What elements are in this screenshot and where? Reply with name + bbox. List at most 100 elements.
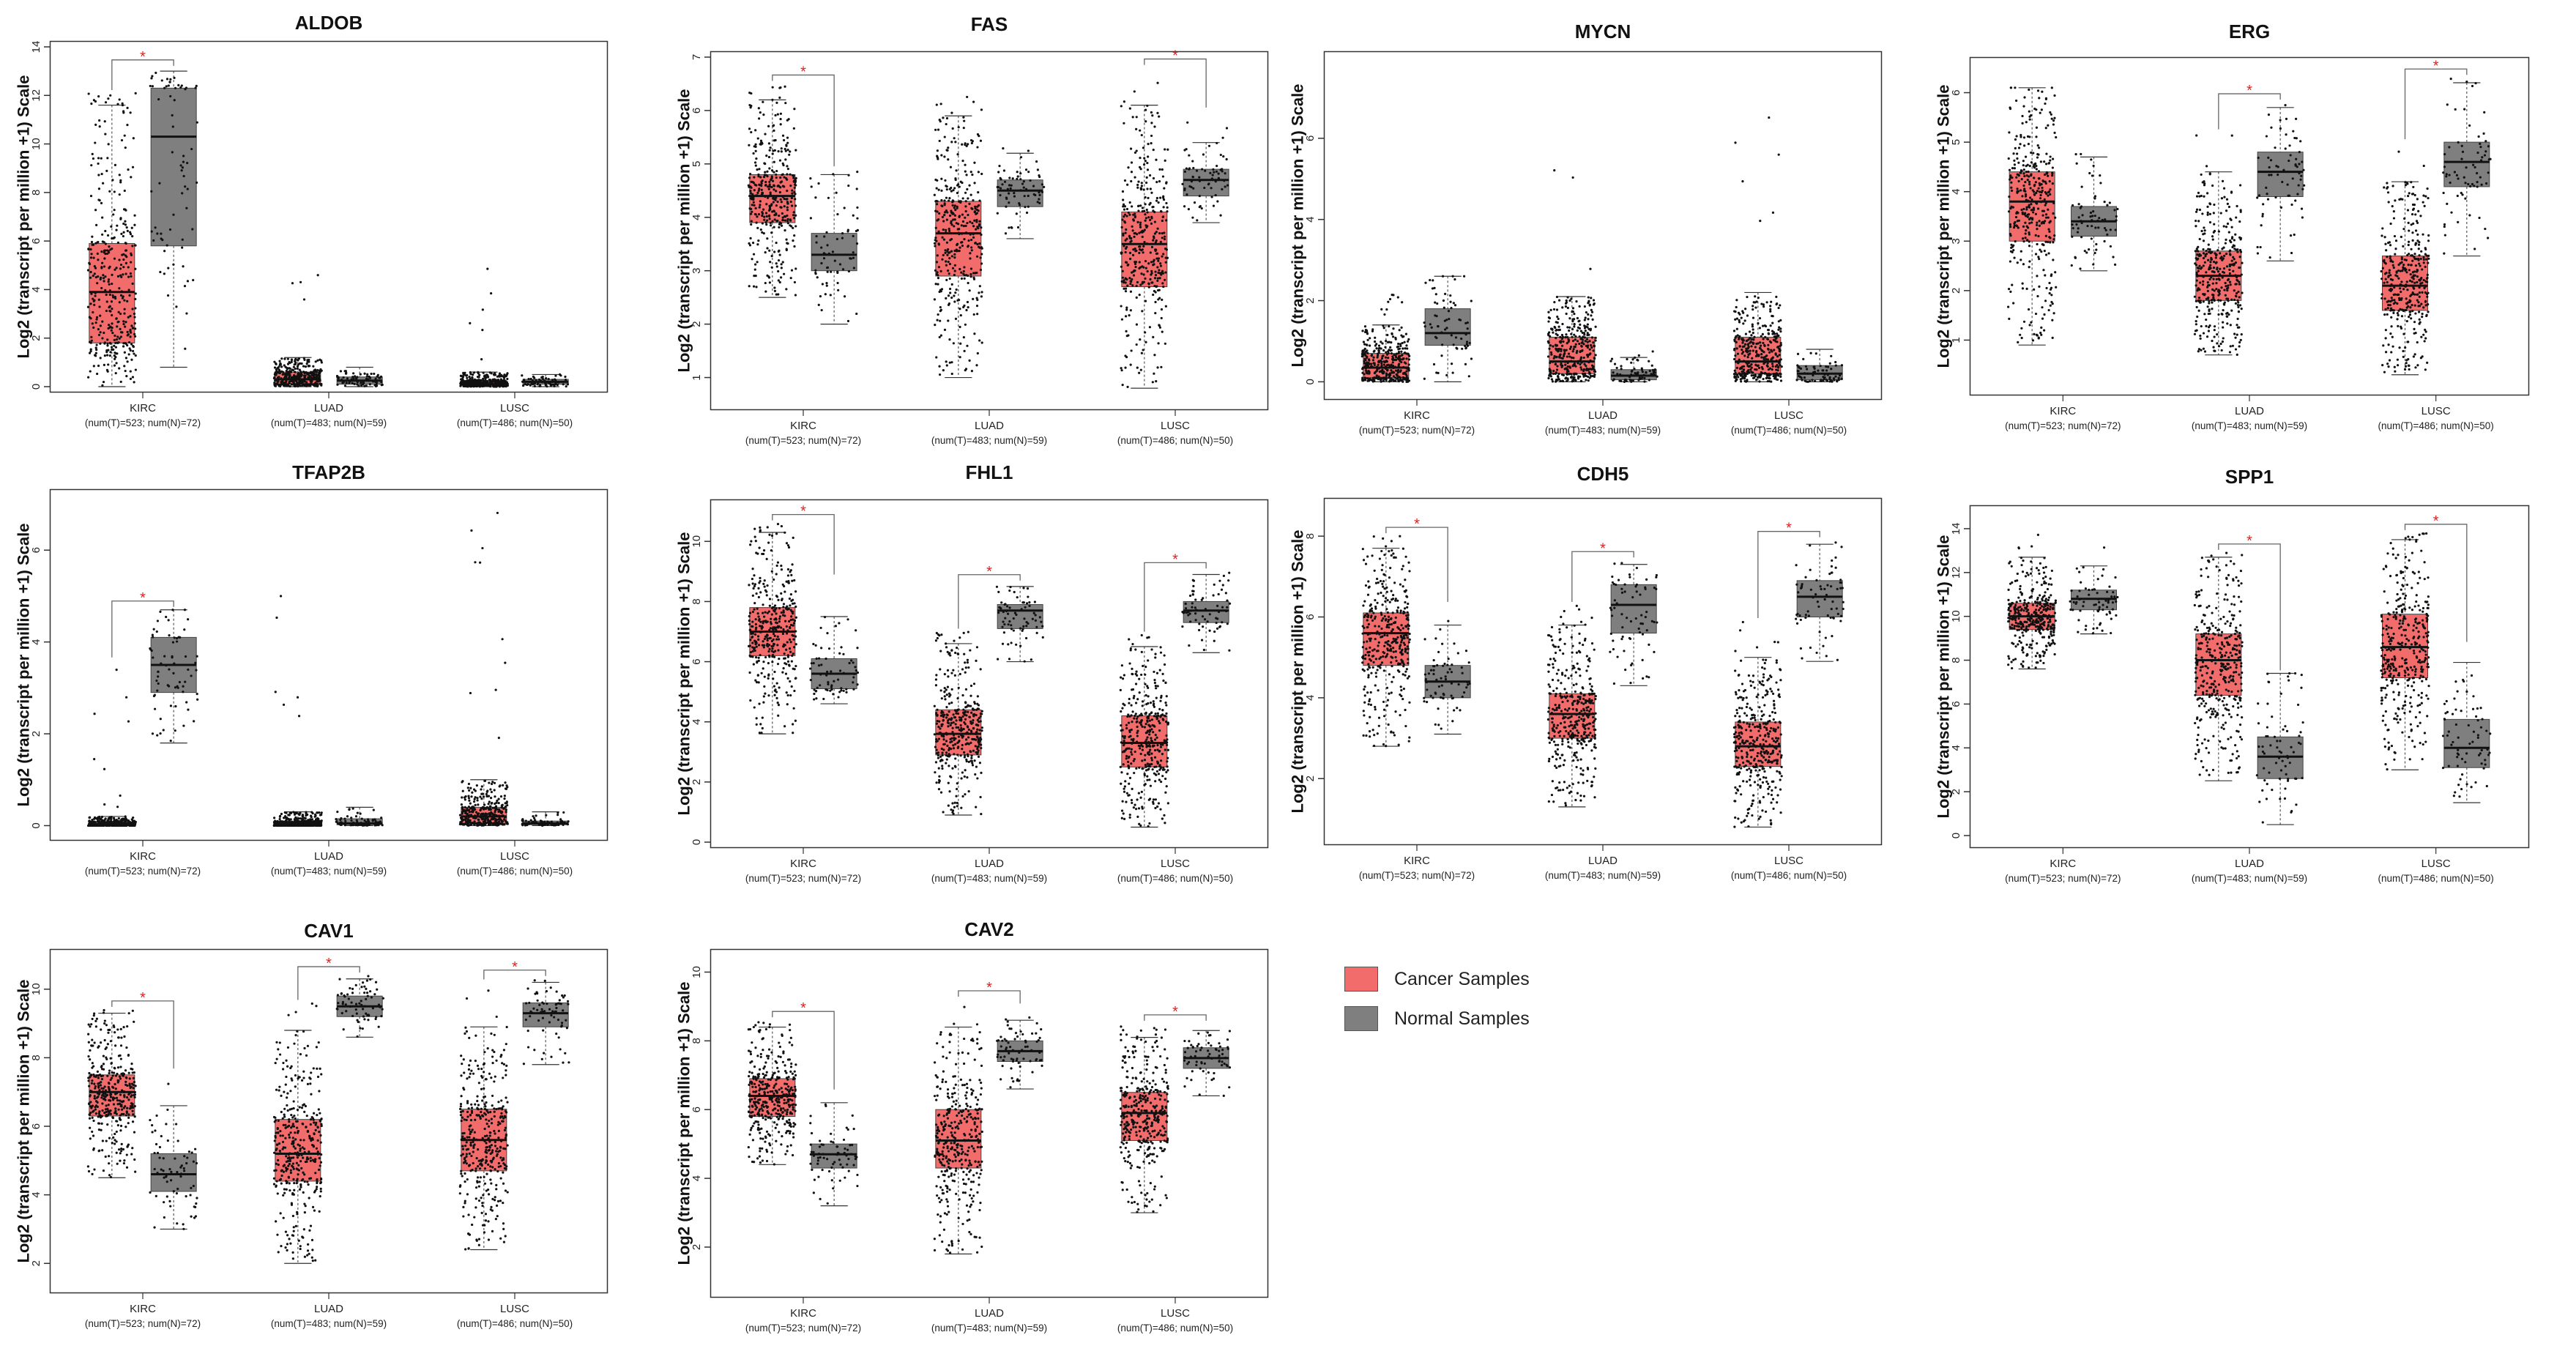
data-point <box>1803 376 1806 379</box>
data-point <box>1586 326 1589 329</box>
data-point <box>2203 313 2206 316</box>
data-point <box>2047 208 2050 211</box>
data-point <box>505 381 508 384</box>
data-point <box>1563 352 1566 355</box>
data-point <box>1389 373 1392 376</box>
data-point <box>486 267 489 270</box>
data-point <box>169 78 172 81</box>
y-tick-label: 6 <box>1950 89 1962 95</box>
data-point <box>966 344 969 347</box>
y-tick-label: 2 <box>690 321 703 327</box>
data-point <box>1123 208 1126 211</box>
data-point <box>1143 157 1146 160</box>
data-point <box>975 218 978 222</box>
data-point <box>461 375 464 378</box>
data-point <box>1129 290 1133 293</box>
data-point <box>1579 359 1582 362</box>
data-point <box>934 209 937 212</box>
data-point <box>274 379 277 382</box>
data-point <box>351 382 354 384</box>
data-point <box>852 267 855 269</box>
data-point <box>1156 366 1159 369</box>
data-point <box>116 103 119 105</box>
data-point <box>122 234 124 238</box>
data-point <box>1759 220 1762 223</box>
data-point <box>792 195 794 198</box>
data-point <box>2239 209 2242 212</box>
data-point <box>121 102 124 105</box>
data-point <box>1588 340 1591 343</box>
data-point <box>275 368 278 371</box>
data-point <box>179 164 182 167</box>
data-point <box>526 383 529 386</box>
data-point <box>117 341 120 344</box>
data-point <box>118 193 121 196</box>
data-point <box>1738 358 1741 361</box>
data-point <box>753 161 757 164</box>
data-point <box>1750 371 1753 373</box>
data-point <box>2026 215 2029 218</box>
data-point <box>952 342 955 345</box>
data-point <box>1769 308 1772 311</box>
data-point <box>1385 308 1388 311</box>
data-point <box>1820 379 1823 382</box>
data-point <box>1771 330 1774 332</box>
data-point <box>1752 305 1754 308</box>
data-point <box>152 239 155 242</box>
data-point <box>1429 278 1432 282</box>
data-point <box>1451 371 1454 374</box>
data-point <box>1464 346 1467 349</box>
data-point <box>289 370 292 373</box>
data-point <box>948 277 951 280</box>
data-point <box>1131 271 1133 274</box>
data-point <box>1158 326 1162 329</box>
data-point <box>111 326 113 330</box>
data-point <box>954 209 957 212</box>
data-point <box>2020 133 2022 137</box>
data-point <box>785 288 788 291</box>
panel-aldob: ALDOB Log2 (transcript per million +1) S… <box>14 12 608 428</box>
data-point <box>1585 379 1587 382</box>
data-point <box>124 242 127 245</box>
data-point <box>1371 328 1374 331</box>
data-point <box>1551 360 1555 363</box>
data-point <box>2014 138 2017 141</box>
data-point <box>1453 278 1456 281</box>
data-point <box>553 383 556 386</box>
data-point <box>1741 341 1744 344</box>
data-point <box>1628 376 1631 379</box>
data-point <box>2009 260 2012 263</box>
data-point <box>1128 107 1131 110</box>
data-point <box>122 345 125 348</box>
data-point <box>1133 151 1137 155</box>
data-point <box>827 196 830 199</box>
data-point <box>1363 376 1366 379</box>
panel-title: MYCN <box>1574 21 1631 42</box>
data-point <box>184 347 187 350</box>
data-point <box>100 276 103 279</box>
data-point <box>1631 358 1634 361</box>
data-point <box>789 200 792 204</box>
data-point <box>1155 285 1158 288</box>
data-point <box>852 214 855 217</box>
data-point <box>1226 184 1229 187</box>
data-point <box>1434 301 1437 304</box>
data-point <box>2014 86 2017 89</box>
data-point <box>1566 335 1569 338</box>
data-point <box>1125 308 1128 311</box>
data-point <box>948 214 952 217</box>
data-point <box>773 286 776 289</box>
data-point <box>106 234 110 237</box>
data-point <box>939 310 942 313</box>
data-point <box>119 267 122 270</box>
data-point <box>94 123 97 126</box>
data-point <box>106 344 109 347</box>
data-point <box>1466 327 1469 330</box>
data-point <box>1155 181 1158 184</box>
data-point <box>1551 380 1555 383</box>
data-point <box>2236 250 2239 253</box>
data-point <box>757 175 760 178</box>
data-point <box>2019 171 2022 174</box>
data-point <box>1164 148 1166 151</box>
data-point <box>2206 289 2209 293</box>
